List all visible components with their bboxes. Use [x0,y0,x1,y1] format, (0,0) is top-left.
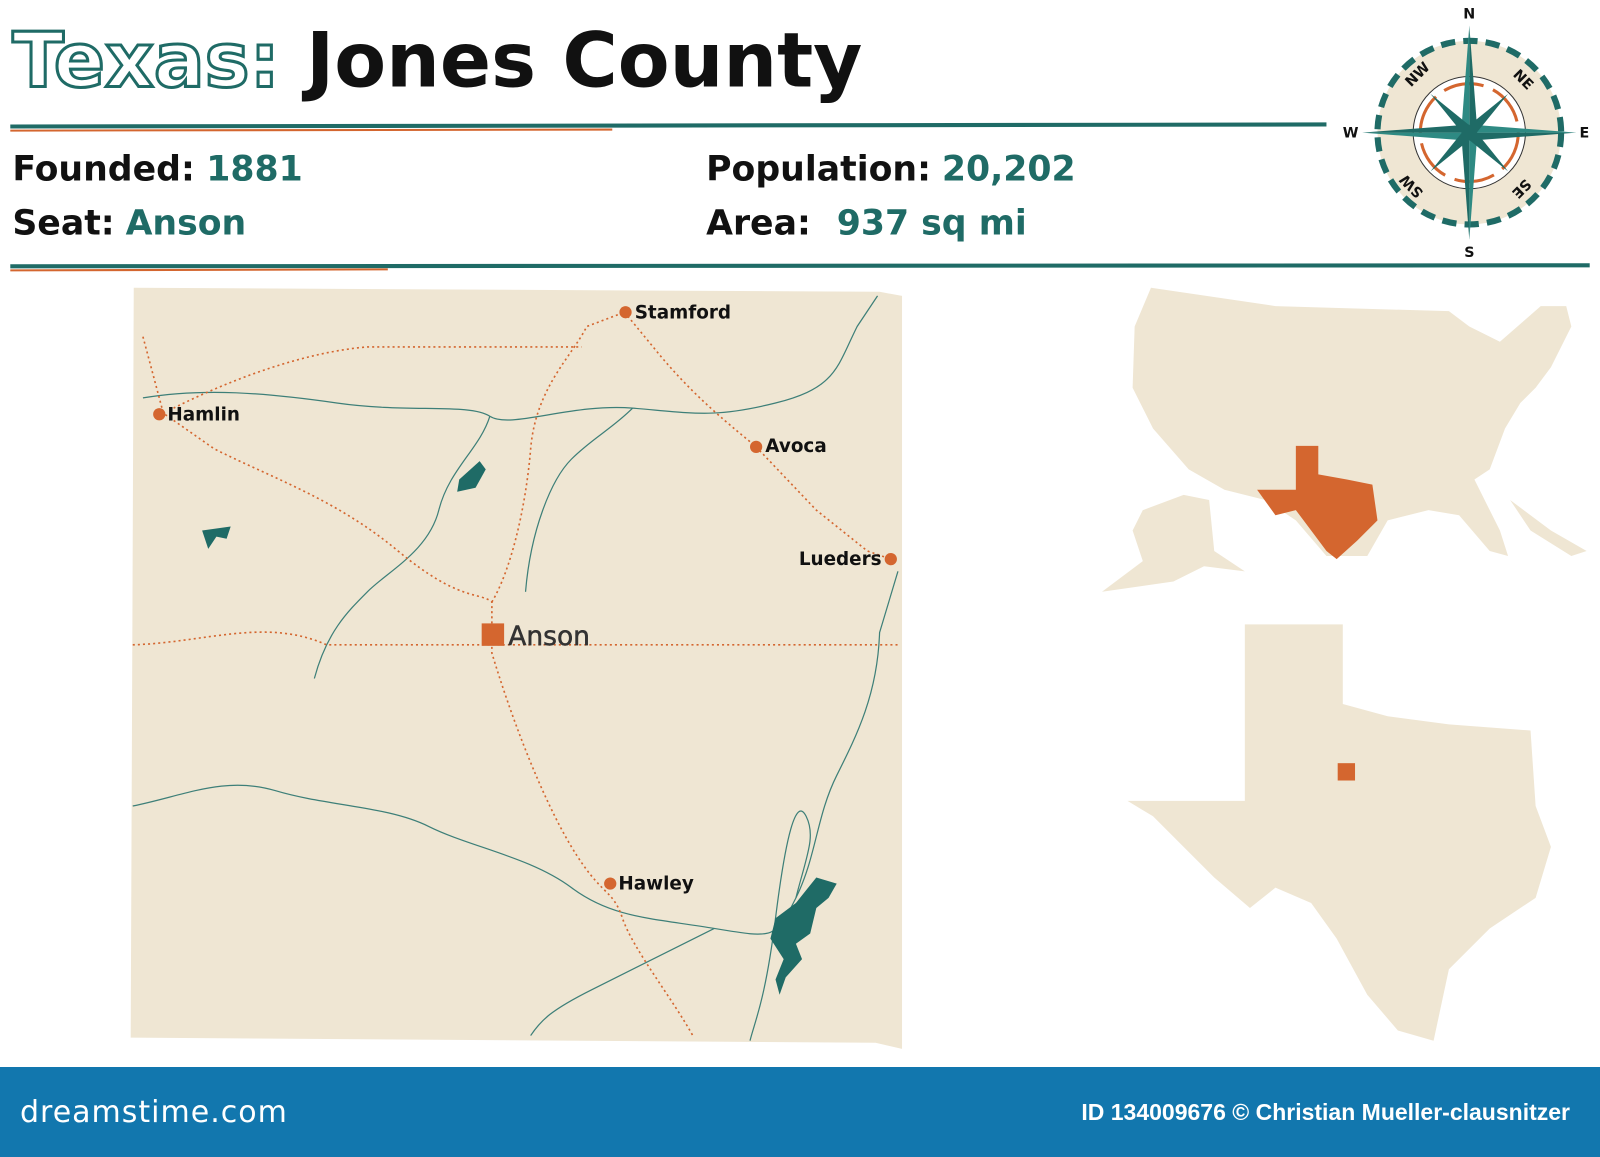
compass-s: S [1464,245,1474,261]
header-divider-top [10,122,1327,129]
town-avoca: Avoca [750,436,827,457]
population-value: 20,202 [942,150,1076,190]
header-divider-bottom [10,263,1590,269]
svg-text:Hawley: Hawley [618,874,693,895]
county-location-marker [1337,763,1356,781]
population-label: Population: [706,150,931,190]
header-divider-accent-bottom [10,268,388,272]
svg-text:Hamlin: Hamlin [167,404,240,425]
seat-value: Anson [126,204,247,244]
area-value: 937 sq mi [837,204,1027,244]
compass-e: E [1579,126,1589,142]
area-label: Area: [706,204,811,244]
title-county: Jones County [301,17,862,105]
county-seat-marker [481,623,505,646]
svg-text:Stamford: Stamford [635,302,731,323]
county-map: Anson Stamford Hamlin Avoca Lueders Hawl… [130,287,903,1049]
lake-icon [770,877,837,995]
svg-text:Avoca: Avoca [765,436,826,457]
town-hamlin: Hamlin [153,404,240,425]
texas-highlight [1257,445,1378,560]
town-stamford: Stamford [619,302,731,323]
town-hawley: Hawley [604,874,694,895]
header-divider-accent [10,128,613,132]
seat-label: Seat: [12,204,114,244]
brand-logo[interactable]: dreamstime.com [20,1095,288,1130]
town-lueders: Lueders [799,549,897,570]
compass-rose: N S E W NW NE SE SW [1343,6,1589,261]
compass-w: W [1343,126,1359,142]
compass-n: N [1463,6,1475,22]
footer-bar: dreamstime.com ID 134009676 © Christian … [0,1067,1600,1157]
county-seat-label: Anson [508,621,590,652]
texas-locator-map [1127,624,1551,1041]
founded-label: Founded: [12,150,194,190]
image-credit: ID 134009676 © Christian Mueller-clausni… [1081,1099,1570,1125]
lake-icon [457,461,486,492]
lake-icon [202,526,231,549]
rivers [132,295,899,1041]
title-state: Texas: [12,17,279,105]
svg-text:Lueders: Lueders [799,549,882,570]
usa-locator-map [1102,287,1587,592]
founded-value: 1881 [206,150,303,190]
